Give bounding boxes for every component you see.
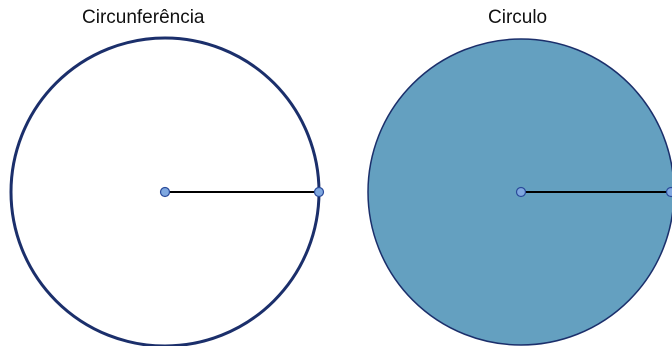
circunferencia-center-point xyxy=(159,186,171,198)
circulo-title: Circulo xyxy=(488,7,548,28)
circulo-figure xyxy=(367,38,672,346)
circulo-edge-point xyxy=(665,186,672,198)
circulo-center-point xyxy=(515,186,527,198)
circunferencia-edge-point xyxy=(313,186,325,198)
circunferencia-title: Circunferência xyxy=(82,7,205,28)
circunferencia-figure xyxy=(9,36,325,346)
